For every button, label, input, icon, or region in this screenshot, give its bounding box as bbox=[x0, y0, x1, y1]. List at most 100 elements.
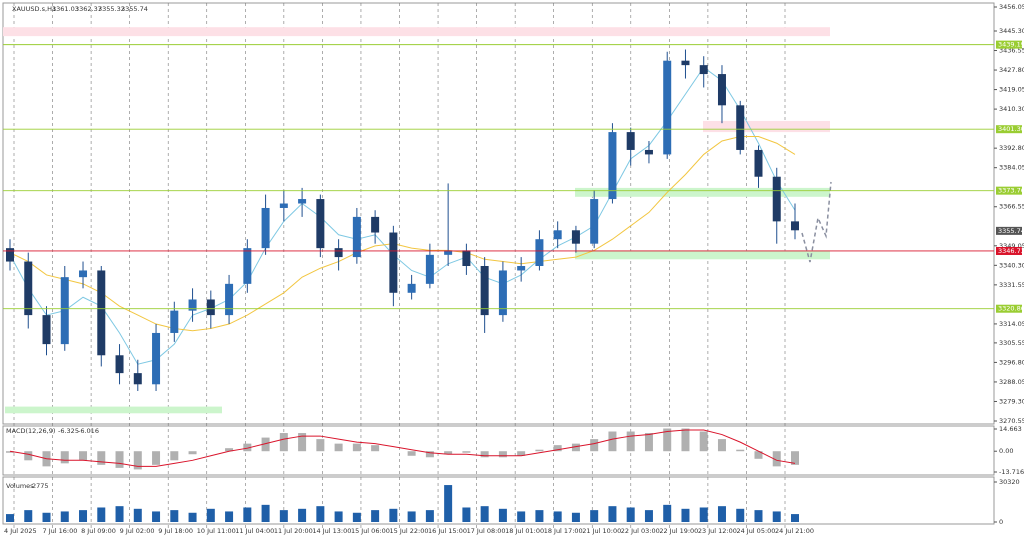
price-tag bbox=[996, 226, 1022, 235]
candle-body bbox=[754, 149, 763, 177]
candle-body bbox=[261, 207, 270, 249]
projection-arrow bbox=[801, 181, 832, 263]
candle-body bbox=[791, 221, 799, 231]
macd-bar bbox=[316, 439, 325, 452]
volume-bar bbox=[553, 511, 562, 522]
moving-average bbox=[9, 66, 796, 365]
x-tick-label: 10 Jul 11:00 bbox=[197, 527, 236, 535]
macd-bar bbox=[553, 445, 562, 452]
candle-body bbox=[334, 248, 343, 258]
y-tick-label: 30320 bbox=[999, 478, 1020, 486]
macd-bar bbox=[6, 451, 14, 453]
macd-bar bbox=[663, 428, 672, 452]
level-tag bbox=[996, 304, 1022, 313]
volume-bar bbox=[772, 511, 781, 522]
level-tag bbox=[996, 246, 1022, 255]
macd-bar bbox=[791, 451, 799, 465]
candle-body bbox=[152, 332, 161, 385]
macd-bar bbox=[626, 431, 635, 452]
candle-body bbox=[699, 65, 708, 75]
candle-body bbox=[608, 132, 617, 200]
macd-bar bbox=[462, 451, 471, 453]
x-tick-label: 14 Jul 13:00 bbox=[312, 527, 351, 535]
macd-bar bbox=[407, 451, 416, 456]
macd-name: MACD(12,26,9) bbox=[6, 427, 55, 435]
x-tick-label: 17 Jul 08:00 bbox=[467, 527, 506, 535]
macd-bar bbox=[699, 431, 708, 452]
zone bbox=[703, 120, 830, 133]
macd-bar bbox=[644, 433, 653, 452]
macd-bar bbox=[133, 451, 142, 470]
candle-body bbox=[517, 266, 526, 271]
volume-bar bbox=[571, 512, 580, 522]
volume-bar bbox=[644, 510, 653, 522]
volume-bar bbox=[791, 514, 799, 522]
macd-bar bbox=[279, 433, 288, 452]
macd-bar bbox=[425, 451, 434, 458]
macd-bar bbox=[115, 451, 124, 468]
macd-bar bbox=[517, 451, 526, 456]
volume-bar bbox=[79, 510, 88, 522]
candle-body bbox=[133, 373, 142, 385]
volume-name: Volumes bbox=[6, 482, 34, 490]
candle-body bbox=[24, 261, 33, 316]
volume-bar bbox=[626, 507, 635, 522]
volume-bar bbox=[444, 485, 453, 522]
x-tick-label: 22 Jul 03:00 bbox=[621, 527, 660, 535]
zone bbox=[575, 250, 830, 260]
candle-body bbox=[243, 248, 252, 284]
candle-body bbox=[60, 277, 69, 345]
candle-body bbox=[407, 283, 416, 293]
macd-bar bbox=[444, 451, 453, 455]
level-tag bbox=[996, 40, 1022, 49]
volume-bar bbox=[498, 508, 507, 522]
level-label: 3373.76 bbox=[998, 187, 1024, 195]
candle-body bbox=[115, 355, 124, 374]
candle-body bbox=[316, 199, 325, 249]
volume-bar bbox=[535, 510, 544, 522]
candle-body bbox=[535, 239, 544, 267]
macd-bar bbox=[24, 451, 33, 461]
volume-bar bbox=[425, 510, 434, 522]
macd-bar bbox=[571, 443, 580, 452]
candle-body bbox=[663, 60, 672, 155]
volume-bar bbox=[42, 512, 51, 522]
volume-bar bbox=[225, 511, 234, 522]
candle-body bbox=[279, 203, 288, 208]
macd-bar bbox=[736, 449, 745, 452]
ohlc-value: 3355.74 bbox=[121, 5, 148, 13]
macd-bar bbox=[681, 428, 690, 452]
candle-body bbox=[371, 216, 380, 233]
volume-bar bbox=[462, 507, 471, 522]
macd-bar bbox=[754, 451, 763, 459]
macd-bar bbox=[298, 433, 307, 452]
level-tag bbox=[996, 125, 1022, 134]
y-tick-label: 0.00 bbox=[999, 447, 1013, 455]
y-tick-label: 3392.80 bbox=[999, 144, 1024, 152]
x-tick-label: 11 Jul 20:00 bbox=[274, 527, 313, 535]
zone bbox=[575, 187, 830, 197]
candle-body bbox=[444, 250, 453, 255]
volume-bar bbox=[6, 514, 14, 522]
y-tick-label: 3288.05 bbox=[999, 378, 1024, 386]
x-tick-label: 24 Jul 21:00 bbox=[775, 527, 814, 535]
volume-bar bbox=[97, 507, 106, 522]
candle-body bbox=[188, 299, 197, 311]
x-tick-label: 7 Jul 16:00 bbox=[43, 527, 78, 535]
ohlc-value: 3355.32 bbox=[98, 5, 125, 13]
macd-bar bbox=[152, 451, 161, 465]
macd-bar bbox=[60, 451, 69, 464]
y-tick-label: 3340.30 bbox=[999, 261, 1024, 269]
candle-body bbox=[590, 199, 599, 244]
y-tick-label: 3427.80 bbox=[999, 66, 1024, 74]
macd-readout: -6.325 bbox=[58, 427, 79, 435]
candle-body bbox=[480, 266, 489, 316]
candle-body bbox=[772, 176, 781, 222]
price-label: 3355.74 bbox=[998, 227, 1024, 235]
candle-body bbox=[736, 105, 745, 150]
volume-bar bbox=[480, 506, 489, 522]
candle-body bbox=[206, 299, 215, 316]
macd-bar bbox=[772, 451, 781, 467]
x-tick-label: 23 Jul 12:00 bbox=[698, 527, 737, 535]
macd-bar bbox=[170, 451, 179, 461]
